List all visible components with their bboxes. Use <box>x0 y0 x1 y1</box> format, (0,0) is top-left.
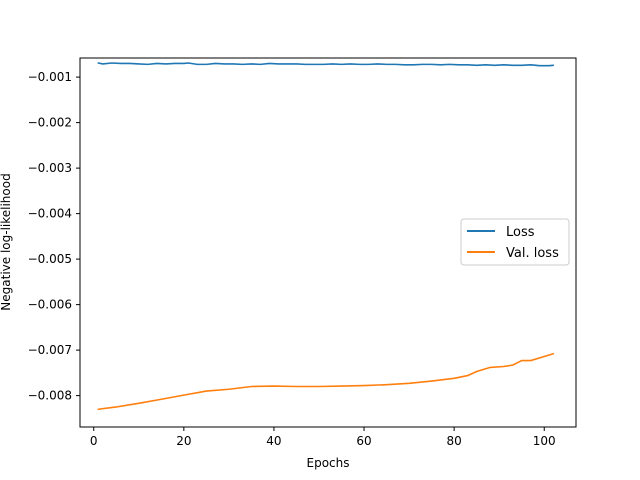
legend-label-val-loss: Val. loss <box>506 246 559 261</box>
series-line-loss <box>97 62 555 67</box>
legend-label-loss: Loss <box>506 225 535 240</box>
series-layer <box>97 62 555 411</box>
series-line-val-loss <box>97 352 555 411</box>
y-tick-label: −0.007 <box>28 343 72 357</box>
y-tick-label: −0.005 <box>28 252 72 266</box>
y-tick-label: −0.004 <box>28 207 72 221</box>
y-tick-label: −0.002 <box>28 116 72 130</box>
legend: Loss Val. loss <box>460 218 570 266</box>
y-tick-label: −0.003 <box>28 161 72 175</box>
x-tick-label: 100 <box>533 434 556 448</box>
y-tick-label: −0.001 <box>28 70 72 84</box>
x-axis-title: Epochs <box>307 456 350 470</box>
x-axis: 0 20 40 60 80 100 <box>90 427 556 448</box>
y-tick-label: −0.006 <box>28 298 72 312</box>
x-tick-label: 60 <box>356 434 371 448</box>
y-axis-title: Negative log-likelihood <box>0 173 13 310</box>
plot-frame <box>79 57 577 428</box>
x-tick-label: 20 <box>176 434 191 448</box>
y-tick-label: −0.008 <box>28 389 72 403</box>
x-tick-label: 80 <box>446 434 461 448</box>
x-tick-label: 40 <box>266 434 281 448</box>
x-tick-label: 0 <box>90 434 98 448</box>
y-axis: −0.008 −0.007 −0.006 −0.005 −0.004 −0.003 −0.0… <box>28 70 80 403</box>
